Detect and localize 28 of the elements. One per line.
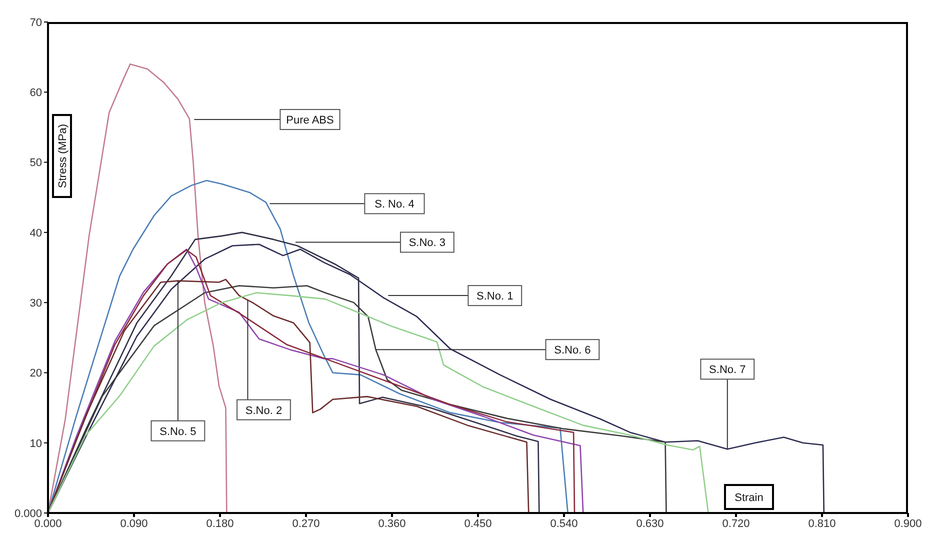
annotation: S.No. 3 <box>408 237 446 250</box>
annotation: S.No. 5 <box>160 426 196 438</box>
y-tick-label: 40 <box>30 227 42 240</box>
y-tick-label: 30 <box>30 297 42 310</box>
x-tick-label: 0.090 <box>120 518 148 530</box>
y-tick-label: 0.000 <box>14 508 42 520</box>
y-tick-label: 70 <box>30 16 42 29</box>
x-tick-label: 0.810 <box>808 518 836 530</box>
y-tick-label: 10 <box>30 438 42 450</box>
y-axis-title: Stress (MPa) <box>57 124 69 188</box>
annotation: S.No. 7 <box>709 364 746 376</box>
annotation: S.No. 6 <box>554 344 591 357</box>
x-tick-label: 0.630 <box>636 518 664 530</box>
y-tick-label: 60 <box>30 87 42 100</box>
annotation: S. No. 4 <box>374 198 414 211</box>
x-tick-label: 0.180 <box>206 518 234 530</box>
y-tick-label: 20 <box>30 368 42 380</box>
x-tick-label: 0.450 <box>464 518 492 530</box>
annotation: Pure ABS <box>286 114 334 126</box>
y-tick-label: 50 <box>30 157 42 170</box>
x-tick-label: 0.540 <box>550 518 578 530</box>
x-tick-label: 0.360 <box>378 518 406 530</box>
x-tick-label: 0.900 <box>894 518 922 530</box>
annotation: S.No. 1 <box>476 290 514 303</box>
x-tick-label: 0.270 <box>292 518 320 530</box>
x-tick-label: 0.720 <box>722 518 750 530</box>
x-axis-title: Strain <box>734 492 764 504</box>
annotation: S.No. 2 <box>245 404 282 417</box>
